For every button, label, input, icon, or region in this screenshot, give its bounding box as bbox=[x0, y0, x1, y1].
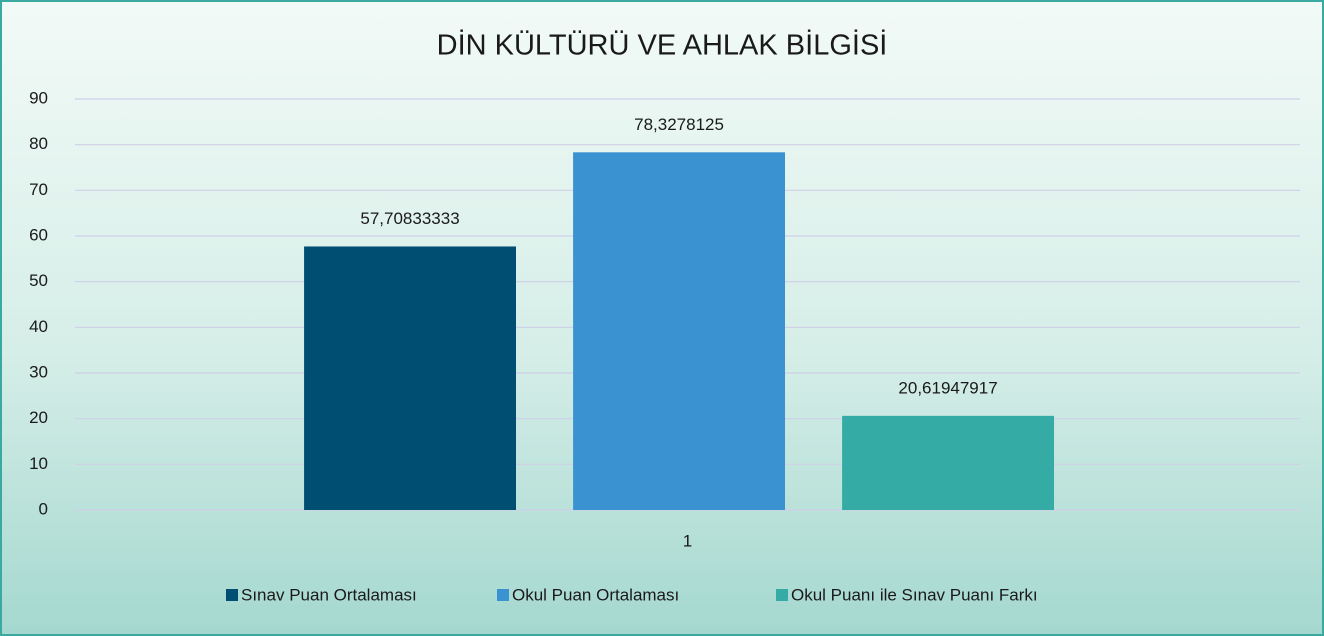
y-tick-label: 70 bbox=[29, 180, 48, 199]
y-tick-label: 10 bbox=[29, 454, 48, 473]
y-tick-label: 40 bbox=[29, 317, 48, 336]
x-tick-label: 1 bbox=[683, 531, 692, 550]
bar bbox=[304, 246, 516, 510]
y-tick-label: 50 bbox=[29, 271, 48, 290]
legend-label: Okul Puanı ile Sınav Puanı Farkı bbox=[791, 585, 1038, 604]
y-tick-label: 30 bbox=[29, 362, 48, 381]
bar bbox=[842, 415, 1055, 510]
y-tick-label: 90 bbox=[29, 88, 48, 107]
data-label: 57,70833333 bbox=[360, 209, 459, 228]
y-tick-label: 60 bbox=[29, 225, 48, 244]
legend-label: Okul Puan Ortalaması bbox=[512, 585, 679, 604]
y-tick-label: 20 bbox=[29, 408, 48, 427]
data-label: 78,3278125 bbox=[634, 115, 724, 134]
legend-swatch bbox=[776, 589, 788, 601]
bar bbox=[573, 152, 786, 511]
legend-label: Sınav Puan Ortalaması bbox=[241, 585, 417, 604]
y-tick-label: 80 bbox=[29, 134, 48, 153]
y-tick-label: 0 bbox=[39, 499, 48, 518]
legend-swatch bbox=[497, 589, 509, 601]
chart-title: DİN KÜLTÜRÜ VE AHLAK BİLGİSİ bbox=[437, 29, 888, 62]
legend-swatch bbox=[226, 589, 238, 601]
data-label: 20,61947917 bbox=[898, 378, 997, 397]
